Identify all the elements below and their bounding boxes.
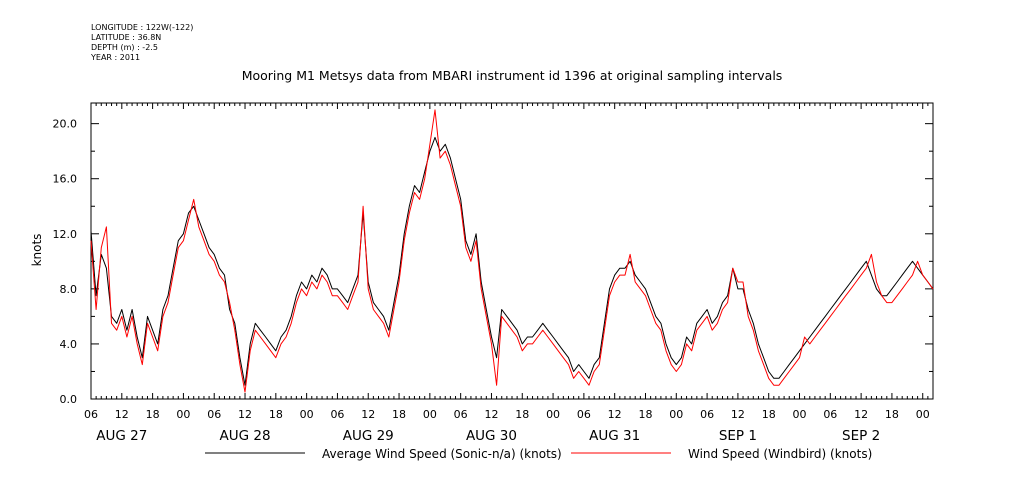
series-lines — [90, 109, 934, 393]
x-hour-tick-label: 12 — [361, 408, 375, 421]
y-tick-label: 16.0 — [53, 173, 78, 186]
x-hour-tick-label: 00 — [669, 408, 683, 421]
x-hour-tick-label: 18 — [762, 408, 776, 421]
x-hour-tick-label: 12 — [854, 408, 868, 421]
y-tick-label: 8.0 — [60, 283, 78, 296]
x-hour-tick-label: 00 — [423, 408, 437, 421]
x-hour-tick-label: 06 — [454, 408, 468, 421]
series-line-windbird — [90, 109, 934, 393]
legend-label-windbird: Wind Speed (Windbird) (knots) — [688, 447, 872, 461]
x-date-label: AUG 31 — [589, 428, 640, 444]
x-date-label: AUG 28 — [220, 428, 271, 444]
meta-year: YEAR : 2011 — [90, 53, 140, 62]
x-hour-tick-label: 12 — [484, 408, 498, 421]
chart-title: Mooring M1 Metsys data from MBARI instru… — [242, 68, 783, 83]
x-date-label: AUG 29 — [343, 428, 394, 444]
x-hour-tick-label: 06 — [207, 408, 221, 421]
x-hour-tick-label: 06 — [84, 408, 98, 421]
x-hour-tick-label: 06 — [577, 408, 591, 421]
y-tick-label: 0.0 — [60, 393, 78, 406]
x-date-label: AUG 30 — [466, 428, 517, 444]
meta-longitude: LONGITUDE : 122W(-122) — [91, 23, 193, 32]
tick-labels: 06 12 18 00 06 12 18 00 06 12 18 00 06 12 18 00 06 12 18 00… — [53, 118, 930, 444]
x-hour-tick-label: 12 — [608, 408, 622, 421]
x-date-label: AUG 27 — [96, 428, 147, 444]
axis-ticks — [90, 103, 934, 400]
x-hour-tick-label: 12 — [731, 408, 745, 421]
series-line-sonic — [90, 136, 934, 386]
y-axis-label: knots — [30, 234, 44, 267]
y-tick-label: 12.0 — [53, 228, 78, 241]
x-hour-tick-label: 12 — [238, 408, 252, 421]
x-hour-tick-label: 18 — [885, 408, 899, 421]
x-hour-tick-label: 06 — [700, 408, 714, 421]
meta-latitude: LATITUDE : 36.8N — [91, 33, 161, 42]
x-hour-tick-label: 00 — [300, 408, 314, 421]
x-hour-tick-label: 12 — [115, 408, 129, 421]
x-hour-tick-label: 06 — [823, 408, 837, 421]
x-date-label: SEP 2 — [842, 428, 880, 444]
x-hour-tick-label: 18 — [392, 408, 406, 421]
x-hour-tick-label: 00 — [793, 408, 807, 421]
legend-label-sonic: Average Wind Speed (Sonic-n/a) (knots) — [322, 447, 562, 461]
x-hour-tick-label: 18 — [638, 408, 652, 421]
x-hour-tick-label: 00 — [916, 408, 930, 421]
x-hour-tick-label: 00 — [546, 408, 560, 421]
plot-frame — [90, 102, 934, 400]
x-hour-tick-label: 18 — [269, 408, 283, 421]
x-hour-tick-label: 18 — [515, 408, 529, 421]
y-tick-label: 4.0 — [60, 338, 78, 351]
x-hour-tick-label: 06 — [330, 408, 344, 421]
x-hour-tick-label: 00 — [176, 408, 190, 421]
meta-depth: DEPTH (m) : -2.5 — [91, 43, 158, 52]
x-hour-tick-label: 18 — [146, 408, 160, 421]
x-date-label: SEP 1 — [719, 428, 757, 444]
y-tick-label: 20.0 — [53, 118, 78, 131]
